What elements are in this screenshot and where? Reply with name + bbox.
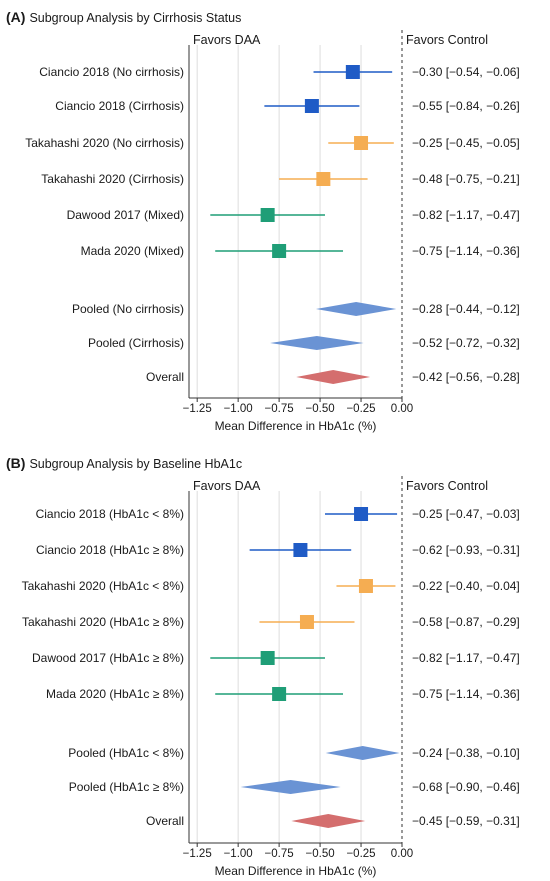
effect-square bbox=[293, 543, 308, 557]
pooled-label: Pooled (No cirrhosis) bbox=[72, 302, 184, 316]
effect-square bbox=[304, 99, 319, 113]
pooled-diamond bbox=[240, 780, 341, 794]
panel-label: (A) bbox=[6, 9, 25, 25]
study-label: Ciancio 2018 (HbA1c < 8%) bbox=[36, 507, 184, 521]
effect-square bbox=[345, 65, 360, 79]
ci-text: −0.24 [−0.38, −0.10] bbox=[412, 746, 520, 760]
ci-text: −0.25 [−0.47, −0.03] bbox=[412, 507, 520, 521]
header-favors-daa: Favors DAA bbox=[193, 479, 261, 493]
panel-title: (B) Subgroup Analysis by Baseline HbA1c bbox=[6, 455, 242, 471]
study-label: Takahashi 2020 (HbA1c < 8%) bbox=[22, 579, 184, 593]
pooled-diamond bbox=[296, 370, 371, 384]
effect-square bbox=[260, 651, 275, 665]
ci-text: −0.82 [−1.17, −0.47] bbox=[412, 208, 520, 222]
x-tick-label: −1.25 bbox=[183, 848, 212, 860]
effect-square bbox=[272, 244, 287, 258]
effect-square bbox=[299, 615, 314, 629]
effect-square bbox=[316, 172, 331, 186]
study-label: Takahashi 2020 (No cirrhosis) bbox=[25, 136, 184, 150]
ci-text: −0.30 [−0.54, −0.06] bbox=[412, 65, 520, 79]
ci-text: −0.22 [−0.40, −0.04] bbox=[412, 579, 520, 593]
pooled-diamond bbox=[270, 336, 364, 350]
study-label: Ciancio 2018 (HbA1c ≥ 8%) bbox=[36, 543, 184, 557]
ci-text: −0.82 [−1.17, −0.47] bbox=[412, 651, 520, 665]
ci-text: −0.55 [−0.84, −0.26] bbox=[412, 99, 520, 113]
header-favors-control: Favors Control bbox=[406, 479, 488, 493]
header-favors-control: Favors Control bbox=[406, 33, 488, 47]
study-label: Dawood 2017 (Mixed) bbox=[67, 208, 184, 222]
panel-label: (B) bbox=[6, 455, 25, 471]
pooled-diamond bbox=[315, 302, 397, 316]
ci-text: −0.42 [−0.56, −0.28] bbox=[412, 370, 520, 384]
study-label: Mada 2020 (HbA1c ≥ 8%) bbox=[46, 687, 184, 701]
study-label: Takahashi 2020 (HbA1c ≥ 8%) bbox=[22, 615, 184, 629]
effect-square bbox=[272, 687, 287, 701]
pooled-label: Overall bbox=[146, 370, 184, 384]
effect-square bbox=[354, 507, 369, 521]
study-label: Ciancio 2018 (Cirrhosis) bbox=[55, 99, 184, 113]
study-label: Takahashi 2020 (Cirrhosis) bbox=[41, 172, 184, 186]
pooled-label: Pooled (HbA1c < 8%) bbox=[68, 746, 184, 760]
x-tick-label: −1.25 bbox=[183, 403, 212, 415]
x-tick-label: −0.75 bbox=[265, 848, 294, 860]
x-tick-label: −1.00 bbox=[224, 403, 253, 415]
x-tick-label: −0.25 bbox=[346, 403, 375, 415]
ci-text: −0.75 [−1.14, −0.36] bbox=[412, 244, 520, 258]
effect-square bbox=[354, 136, 369, 150]
ci-text: −0.52 [−0.72, −0.32] bbox=[412, 336, 520, 350]
x-tick-label: −0.50 bbox=[306, 403, 335, 415]
study-label: Mada 2020 (Mixed) bbox=[81, 244, 184, 258]
pooled-label: Overall bbox=[146, 814, 184, 828]
ci-text: −0.45 [−0.59, −0.31] bbox=[412, 814, 520, 828]
x-tick-label: −0.25 bbox=[346, 848, 375, 860]
pooled-label: Pooled (HbA1c ≥ 8%) bbox=[69, 780, 184, 794]
pooled-label: Pooled (Cirrhosis) bbox=[88, 336, 184, 350]
study-label: Dawood 2017 (HbA1c ≥ 8%) bbox=[32, 651, 184, 665]
x-tick-label: 0.00 bbox=[391, 403, 413, 415]
ci-text: −0.62 [−0.93, −0.31] bbox=[412, 543, 520, 557]
panel-b: (B) Subgroup Analysis by Baseline HbA1c Fa… bbox=[6, 455, 520, 878]
x-tick-label: −1.00 bbox=[224, 848, 253, 860]
x-axis-label: Mean Difference in HbA1c (%) bbox=[215, 864, 377, 878]
panel-title: (A) Subgroup Analysis by Cirrhosis Status bbox=[6, 9, 241, 25]
header-favors-daa: Favors DAA bbox=[193, 33, 261, 47]
x-tick-label: 0.00 bbox=[391, 848, 413, 860]
ci-text: −0.68 [−0.90, −0.46] bbox=[412, 780, 520, 794]
ci-text: −0.48 [−0.75, −0.21] bbox=[412, 172, 520, 186]
x-axis-label: Mean Difference in HbA1c (%) bbox=[215, 419, 377, 433]
x-tick-label: −0.50 bbox=[306, 848, 335, 860]
effect-square bbox=[358, 579, 373, 593]
pooled-diamond bbox=[325, 746, 400, 760]
study-label: Ciancio 2018 (No cirrhosis) bbox=[39, 65, 184, 79]
ci-text: −0.58 [−0.87, −0.29] bbox=[412, 615, 520, 629]
ci-text: −0.75 [−1.14, −0.36] bbox=[412, 687, 520, 701]
panel-a: (A) Subgroup Analysis by Cirrhosis Status… bbox=[6, 9, 520, 433]
x-tick-label: −0.75 bbox=[265, 403, 294, 415]
panel-title-text: Subgroup Analysis by Cirrhosis Status bbox=[29, 11, 241, 25]
effect-square bbox=[260, 208, 275, 222]
pooled-diamond bbox=[291, 814, 366, 828]
ci-text: −0.28 [−0.44, −0.12] bbox=[412, 302, 520, 316]
panel-title-text: Subgroup Analysis by Baseline HbA1c bbox=[29, 457, 242, 471]
ci-text: −0.25 [−0.45, −0.05] bbox=[412, 136, 520, 150]
